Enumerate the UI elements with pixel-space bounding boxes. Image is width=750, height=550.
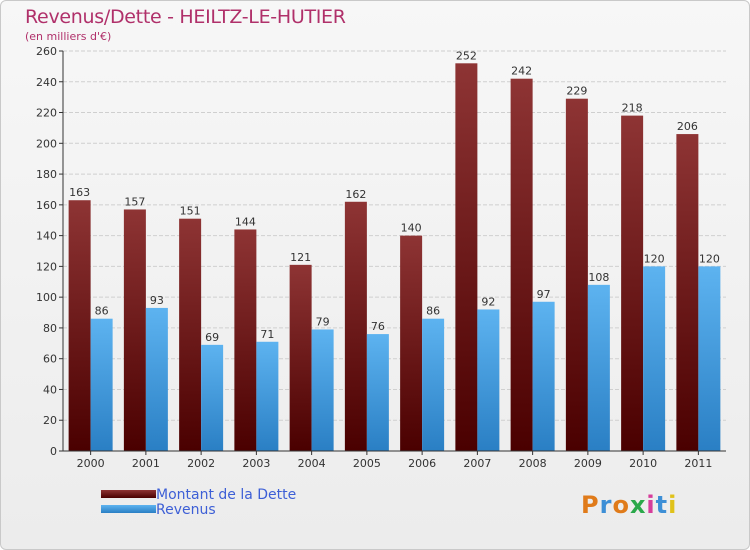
data-label-revenue: 69 — [205, 331, 219, 344]
data-label-revenue: 86 — [95, 305, 109, 318]
bar-debt — [565, 98, 588, 451]
bar-revenue — [587, 284, 610, 451]
grid-layer — [63, 50, 726, 452]
y-tick-label: 160 — [36, 199, 57, 212]
data-label-debt: 218 — [622, 102, 643, 115]
bar-revenue — [532, 301, 555, 451]
bar-revenue — [201, 344, 224, 451]
x-tick-label: 2003 — [242, 457, 270, 470]
proxiti-logo: Proxiti — [581, 491, 677, 519]
bar-debt — [400, 235, 423, 451]
data-label-revenue: 108 — [588, 271, 609, 284]
legend-label-revenue: Revenus — [156, 502, 216, 518]
data-label-debt: 157 — [124, 195, 145, 208]
bar-revenue — [145, 307, 168, 451]
bar-revenue — [366, 334, 389, 451]
bar-debt — [123, 209, 146, 451]
y-tick-label: 120 — [36, 260, 57, 273]
bar-debt — [234, 229, 257, 451]
y-tick-label: 40 — [43, 383, 57, 396]
data-label-revenue: 79 — [316, 315, 330, 328]
y-tick-label: 60 — [43, 353, 57, 366]
y-tick-label: 220 — [36, 107, 57, 120]
bar-debt — [621, 115, 644, 451]
data-label-revenue: 86 — [426, 305, 440, 318]
data-label-debt: 121 — [290, 251, 311, 264]
bar-revenue — [311, 329, 334, 451]
data-label-revenue: 92 — [481, 295, 495, 308]
chart-subtitle: (en milliers d'€) — [25, 30, 112, 43]
x-tick-label: 2005 — [353, 457, 381, 470]
bar-debt — [344, 201, 367, 451]
data-label-debt: 252 — [456, 49, 477, 62]
x-tick-label: 2002 — [187, 457, 215, 470]
x-tick-label: 2004 — [298, 457, 326, 470]
bar-revenue — [90, 318, 113, 451]
data-label-debt: 162 — [345, 188, 366, 201]
data-label-debt: 144 — [235, 215, 256, 228]
legend-label-debt: Montant de la Dette — [156, 487, 297, 503]
data-label-revenue: 76 — [371, 320, 385, 333]
bar-revenue — [477, 309, 500, 451]
data-label-debt: 242 — [511, 65, 532, 78]
data-label-revenue: 97 — [537, 288, 551, 301]
logo-letter: x — [629, 491, 647, 519]
bars-layer: 163 86 157 93 151 69 144 71 121 79 162 76 140 86 252 92… — [68, 49, 721, 452]
logo-letter: P — [581, 491, 600, 519]
x-tick-label: 2009 — [574, 457, 602, 470]
bar-revenue — [422, 318, 445, 451]
x-tick-label: 2008 — [519, 457, 547, 470]
bar-revenue — [256, 341, 279, 451]
data-label-debt: 140 — [401, 222, 422, 235]
bar-debt — [289, 264, 312, 451]
y-tick-label: 180 — [36, 168, 57, 181]
chart-title: Revenus/Dette - HEILTZ-LE-HUTIER — [25, 6, 346, 28]
bar-debt — [68, 200, 91, 451]
x-tick-label: 2001 — [132, 457, 160, 470]
logo-letter: o — [612, 491, 630, 519]
logo-letter: i — [668, 491, 678, 519]
y-tick-label: 140 — [36, 230, 57, 243]
data-label-debt: 206 — [677, 120, 698, 133]
bar-debt — [455, 63, 478, 452]
y-tick-label: 260 — [36, 45, 57, 58]
data-label-debt: 151 — [180, 205, 201, 218]
logo-letter: r — [599, 491, 613, 519]
data-label-debt: 229 — [566, 85, 587, 98]
y-tick-label: 80 — [43, 322, 57, 335]
logo-letter: i — [646, 491, 656, 519]
bar-debt — [676, 134, 699, 452]
y-tick-label: 0 — [50, 445, 57, 458]
data-label-revenue: 120 — [699, 252, 720, 265]
axis-layer: 0 20 40 60 80 100 120 140 160 180 200 220 240 260 2000… — [36, 45, 726, 470]
y-tick-label: 200 — [36, 137, 57, 150]
y-tick-label: 20 — [43, 414, 57, 427]
x-tick-label: 2000 — [77, 457, 105, 470]
bar-revenue — [698, 266, 721, 451]
legend-swatch-revenue — [101, 505, 156, 513]
bar-debt — [179, 218, 202, 451]
data-label-revenue: 71 — [260, 328, 274, 341]
y-tick-label: 100 — [36, 291, 57, 304]
x-tick-label: 2010 — [629, 457, 657, 470]
data-label-debt: 163 — [69, 186, 90, 199]
y-tick-label: 240 — [36, 76, 57, 89]
x-tick-label: 2007 — [463, 457, 491, 470]
data-label-revenue: 120 — [644, 252, 665, 265]
data-label-revenue: 93 — [150, 294, 164, 307]
bar-debt — [510, 78, 533, 451]
x-tick-label: 2006 — [408, 457, 436, 470]
legend-swatch-debt — [101, 490, 156, 498]
bar-revenue — [643, 266, 666, 451]
x-tick-label: 2011 — [684, 457, 712, 470]
logo-letter: t — [655, 491, 669, 519]
